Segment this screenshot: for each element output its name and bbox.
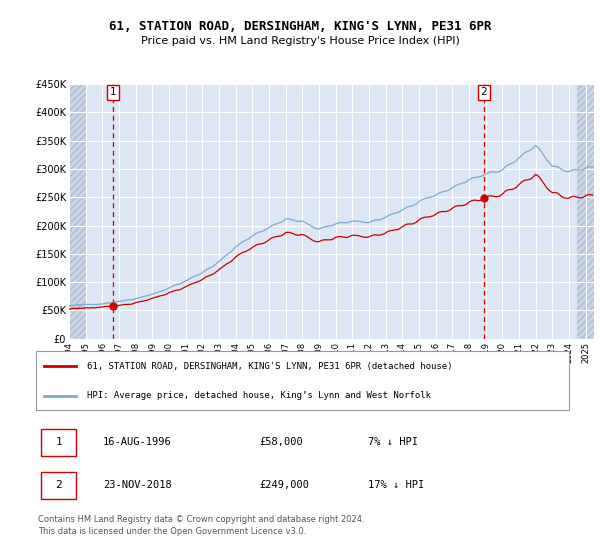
Text: 1: 1 [109, 87, 116, 97]
Bar [69, 84, 87, 339]
FancyBboxPatch shape [41, 472, 76, 499]
Text: 2: 2 [56, 480, 62, 491]
Text: 1: 1 [56, 437, 62, 447]
Text: £58,000: £58,000 [260, 437, 304, 447]
Text: 16-AUG-1996: 16-AUG-1996 [103, 437, 172, 447]
Text: 17% ↓ HPI: 17% ↓ HPI [368, 480, 424, 491]
Text: 61, STATION ROAD, DERSINGHAM, KING'S LYNN, PE31 6PR: 61, STATION ROAD, DERSINGHAM, KING'S LYN… [109, 20, 491, 32]
FancyBboxPatch shape [41, 429, 76, 456]
Bar [577, 84, 594, 339]
FancyBboxPatch shape [36, 351, 569, 410]
Text: Contains HM Land Registry data © Crown copyright and database right 2024.
This d: Contains HM Land Registry data © Crown c… [38, 515, 365, 536]
Text: 23-NOV-2018: 23-NOV-2018 [103, 480, 172, 491]
Text: 2: 2 [481, 87, 487, 97]
Text: Price paid vs. HM Land Registry's House Price Index (HPI): Price paid vs. HM Land Registry's House … [140, 36, 460, 46]
Bar [69, 84, 87, 339]
Text: HPI: Average price, detached house, King’s Lynn and West Norfolk: HPI: Average price, detached house, King… [87, 391, 431, 400]
Text: £249,000: £249,000 [260, 480, 310, 491]
Bar [577, 84, 594, 339]
Text: 7% ↓ HPI: 7% ↓ HPI [368, 437, 418, 447]
Text: 61, STATION ROAD, DERSINGHAM, KING'S LYNN, PE31 6PR (detached house): 61, STATION ROAD, DERSINGHAM, KING'S LYN… [87, 362, 452, 371]
